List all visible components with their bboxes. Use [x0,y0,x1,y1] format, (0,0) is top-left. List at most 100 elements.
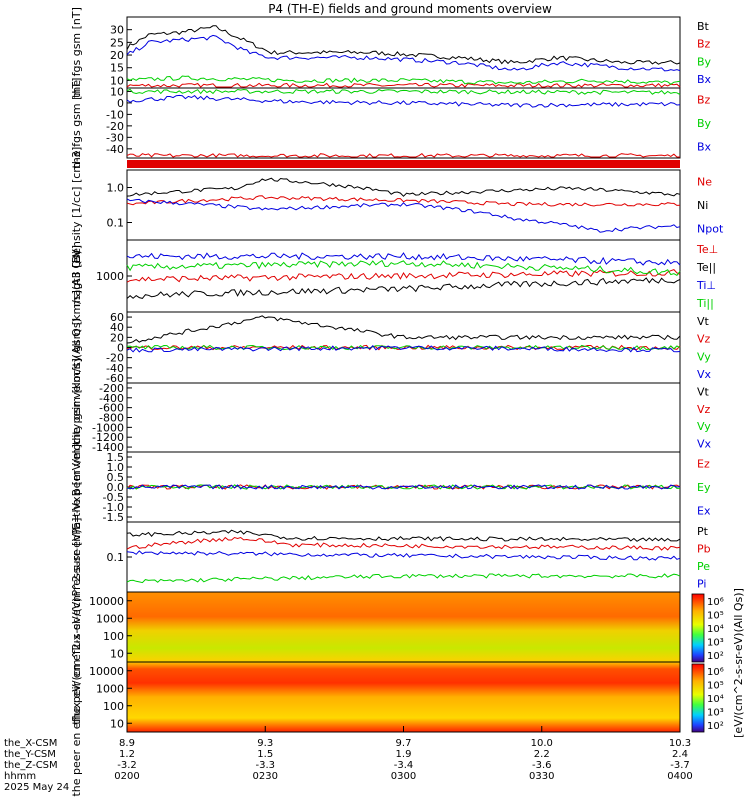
y-tick-label: 0.0 [107,481,125,494]
colorbar-tick-label: 10⁵ [707,610,724,621]
series-line-Te|| [126,277,681,299]
series-line-By [126,75,681,85]
x-row-value: 9.3 [257,738,273,749]
y-tick-label: 20 [110,331,124,344]
colorbar-tick-label: 10⁶ [707,597,724,608]
panel-7: 1.51.00.50.0-0.5-1.0-1.5 E=-VxB [mV/m] Ez E… [70,444,711,530]
legend-entry: Ey [697,481,711,494]
series-line-Bz [126,153,680,158]
y-axis-label: magt3 [eV] [70,245,83,307]
x-axis-labels: the_X-CSM 8.9 9.3 9.7 10.0 10.3 the_Y-CSM 1.2 1.… [4,726,693,793]
y-tick-label: 1000 [96,682,124,695]
y-tick-label: -20 [106,120,124,133]
series-line-Vx [126,345,681,353]
y-tick-label: -1.5 [103,511,124,524]
x-row-value: -3.3 [255,760,275,771]
y-tick-label: 0 [117,97,124,110]
series-line-By [126,88,681,95]
y-tick-label: 60 [110,311,124,324]
heatmap-9 [127,592,680,662]
y-tick-label: 0.1 [107,217,125,230]
panel-4: 1000 magt3 [eV] Te⊥ Te|| Ti⊥ Ti|| [70,239,718,313]
legend-entry: Ne [697,176,712,189]
x-row-value: 0300 [391,771,416,782]
y-tick-label: -800 [99,412,124,425]
series-line-Ti⊥ [126,252,681,266]
colorbar-tick-label: 10³ [707,708,724,719]
y-tick-label: -1400 [92,441,124,454]
colorbar-tick-label: 10⁶ [707,667,724,678]
y-tick-label: -1.0 [103,501,124,514]
y-tick-label: 1.0 [107,182,125,195]
series-line-Ey [126,484,681,490]
panel-frame [126,87,681,159]
y-tick-label: 1000 [96,270,124,283]
legend-entry: Bt [697,20,710,33]
x-row-value: 10.0 [531,738,553,749]
x-row-value: 1.9 [396,749,412,760]
series-line-Pt [126,529,681,542]
y-tick-label: 0.1 [107,551,125,564]
x-row-label: the_Z-CSM [4,760,58,771]
y-tick-label: 10000 [89,665,124,678]
panel-2: 100-10-20-30-40 the fgs gsm [nT] Bz By Bx [70,78,712,169]
series-line-Pb [126,536,681,551]
x-row-value: 1.5 [257,749,273,760]
colorbar-2 [691,663,705,733]
legend-entry: Bz [697,38,711,51]
y-axis-label: the peir en eflux eV/(cm^2-s-sr-eV) [70,529,83,724]
y-axis-label: the fgs gsm [nT] [70,78,83,169]
series-line-Ni [126,177,681,197]
y-tick-label: 10000 [89,595,124,608]
y-tick-label: -200 [99,382,124,395]
heatmap-10 [127,662,680,732]
legend-entry: Ez [697,458,710,471]
y-tick-label: 10 [110,717,124,730]
panel-frame [126,382,681,453]
legend-entry: Bx [697,73,712,86]
y-tick-label: 30 [110,24,124,37]
series-line-Npot [126,198,681,233]
series-line-Te⊥ [126,269,681,283]
y-tick-label: 10 [110,74,124,87]
y-tick-label: -0.5 [103,491,124,504]
panel-10: 10000 1000 100 10 the peer en eflux eV/(cm^2… [70,597,681,797]
y-tick-label: 10 [110,647,124,660]
legend-entry: Npot [697,222,724,235]
y-axis-label: Density [1/cc] [cm-3] [70,147,83,264]
x-row-value: -3.6 [532,760,552,771]
colorbar-tick-label: 10³ [707,638,724,649]
legend-entry: Vz [697,403,711,416]
legend-entry: Pe [697,560,710,573]
series-line-Bz [126,82,681,88]
y-axis-label: the peir velocity gsm [km/s](All Qs) [70,250,83,445]
series-line-Ti|| [126,259,681,277]
x-row-value: -3.2 [117,760,137,771]
legend-entry: Pt [697,525,709,538]
y-tick-label: -10 [106,108,124,121]
legend-entry: By [697,55,712,68]
colorbar-label: [eV/(cm^2-s-sr-eV)(All Qs)] [732,588,745,738]
y-tick-label: -40 [106,143,124,156]
legend-entry: Ni [697,199,708,212]
series-line-Vt [126,315,681,344]
colorbar-tick-label: 10² [707,721,724,732]
legend-entry: Ti|| [696,297,714,310]
x-row-value: 2.4 [672,749,688,760]
y-tick-label: 1.5 [107,451,125,464]
colorbars: 10⁶ 10⁵ 10⁴ 10³ 10² 10⁶ 10⁵ 10⁴ 10³ 10² [eV/(cm^2-… [691,588,745,738]
x-row-value: 1.2 [119,749,135,760]
series-line-Bx [126,94,681,108]
legend-entry: Vx [697,368,712,381]
legend-entry: Pb [697,542,711,555]
legend-entry: Vt [697,315,710,328]
y-tick-label: 1.0 [107,461,125,474]
y-tick-label: -20 [106,352,124,365]
legend-entry: Bx [697,140,712,153]
legend-entry: By [697,117,712,130]
legend-entry: Ex [697,504,711,517]
series-line-Vy [126,344,681,351]
legend-entry: Vt [697,386,710,399]
